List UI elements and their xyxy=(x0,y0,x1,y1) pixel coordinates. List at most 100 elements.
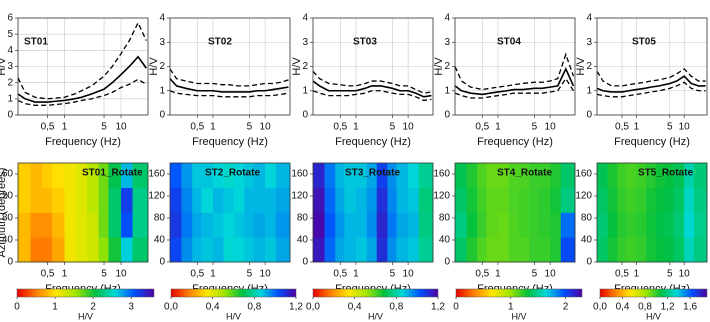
heat-cell xyxy=(233,187,245,213)
heat-cell xyxy=(366,163,378,189)
heat-cell xyxy=(181,237,193,263)
hv-line xyxy=(454,77,574,99)
y-tick-label: 4 xyxy=(586,13,592,24)
colorbar-tick-label: 1,6 xyxy=(683,302,697,313)
heat-cell xyxy=(673,163,685,189)
y-tick-label: 6 xyxy=(7,13,13,24)
heat-cell xyxy=(366,237,378,263)
heat-cell xyxy=(466,187,478,213)
x-tick-label: 1 xyxy=(353,122,359,133)
hv-line xyxy=(596,68,706,87)
heat-cell xyxy=(477,187,487,213)
heat-cell xyxy=(673,212,685,238)
panel-title: ST5_Rotate xyxy=(638,168,693,179)
x-tick-label: 0,5 xyxy=(475,122,489,133)
heat-cell xyxy=(76,187,88,213)
x-tick-label: 0,5 xyxy=(333,269,347,280)
colorbar-label: H/V xyxy=(78,311,93,321)
heat-cell xyxy=(212,187,224,213)
heat-cell xyxy=(344,212,357,238)
y-tick-label: 1 xyxy=(302,85,308,96)
heat-cell xyxy=(98,237,109,263)
x-tick-label: 0,5 xyxy=(190,122,204,133)
heat-cell xyxy=(223,212,235,238)
heat-cell xyxy=(64,187,77,213)
panel-title: ST3_Rotate xyxy=(345,168,400,179)
heat-cell xyxy=(275,237,291,263)
heat-cell xyxy=(30,237,43,263)
y-tick-label: 0 xyxy=(159,110,165,121)
y-tick-label: 1 xyxy=(444,85,450,96)
heat-cell xyxy=(76,212,88,238)
heat-cell xyxy=(132,187,149,213)
x-tick-label: 1 xyxy=(210,269,216,280)
heat-cell xyxy=(607,212,618,238)
heat-cell xyxy=(170,187,182,213)
x-tick-label: 10 xyxy=(679,122,691,133)
heat-cell xyxy=(223,163,235,189)
heat-cell xyxy=(396,163,409,189)
heat-cell xyxy=(376,187,388,213)
x-tick-label: 0,5 xyxy=(475,269,489,280)
heat-cell xyxy=(192,237,202,263)
x-tick-label: 1 xyxy=(634,122,640,133)
heat-cell xyxy=(344,163,357,189)
colorbar-tick-label: 3 xyxy=(128,302,134,313)
heat-cell xyxy=(18,212,31,238)
x-tick-label: 0,5 xyxy=(615,122,629,133)
heat-cell xyxy=(201,212,214,238)
heat-cell xyxy=(396,212,409,238)
y-axis-label: H/V xyxy=(148,57,160,76)
heat-cell xyxy=(497,187,509,213)
heat-cell xyxy=(560,163,576,189)
heat-cell xyxy=(597,187,608,213)
heat-cell xyxy=(408,163,420,189)
hv-line xyxy=(596,81,706,98)
y-tick-label: 1 xyxy=(586,85,592,96)
heat-cell xyxy=(693,237,708,263)
plot-frame xyxy=(596,162,708,263)
heat-cell xyxy=(636,187,647,213)
heat-cell xyxy=(529,187,539,213)
heat-cell xyxy=(408,237,420,263)
colorbar-tick-label: 0,0 xyxy=(306,302,320,313)
heat-cell xyxy=(313,212,325,238)
heat-cell xyxy=(212,237,224,263)
heat-cell xyxy=(98,187,109,213)
heat-cell xyxy=(673,187,685,213)
heat-cell xyxy=(529,163,539,189)
heat-cell xyxy=(121,187,133,213)
heat-cell xyxy=(655,187,666,213)
heat-cell xyxy=(192,212,202,238)
heat-cell xyxy=(550,212,562,238)
heat-cell xyxy=(265,163,277,189)
heat-cell xyxy=(253,187,266,213)
heat-cell xyxy=(486,163,499,189)
heat-cell xyxy=(617,237,627,263)
heat-cell xyxy=(335,237,345,263)
x-tick-label: 5 xyxy=(532,269,538,280)
x-tick-label: 10 xyxy=(545,269,557,280)
heat-cell xyxy=(684,187,695,213)
hv-line xyxy=(169,68,289,87)
heat-cell xyxy=(335,187,345,213)
x-tick-label: 10 xyxy=(260,122,272,133)
y-tick-label: 1 xyxy=(159,85,165,96)
heat-cell xyxy=(538,212,551,238)
heat-cell xyxy=(538,187,551,213)
heat-cell xyxy=(313,187,325,213)
heat-cell xyxy=(366,212,378,238)
panel-title: ST05 xyxy=(632,37,656,48)
heat-cell xyxy=(477,212,487,238)
heat-cell xyxy=(518,187,530,213)
heat-cell xyxy=(665,212,674,238)
y-tick-label: 4 xyxy=(444,13,450,24)
plot-frame xyxy=(454,17,576,116)
colorbar xyxy=(16,288,155,298)
heat-cell xyxy=(275,187,291,213)
y-tick-label: 4 xyxy=(7,45,13,56)
heat-cell xyxy=(244,212,254,238)
x-tick-label: 5 xyxy=(247,122,253,133)
colorbar-tick-label: 0,0 xyxy=(164,302,178,313)
